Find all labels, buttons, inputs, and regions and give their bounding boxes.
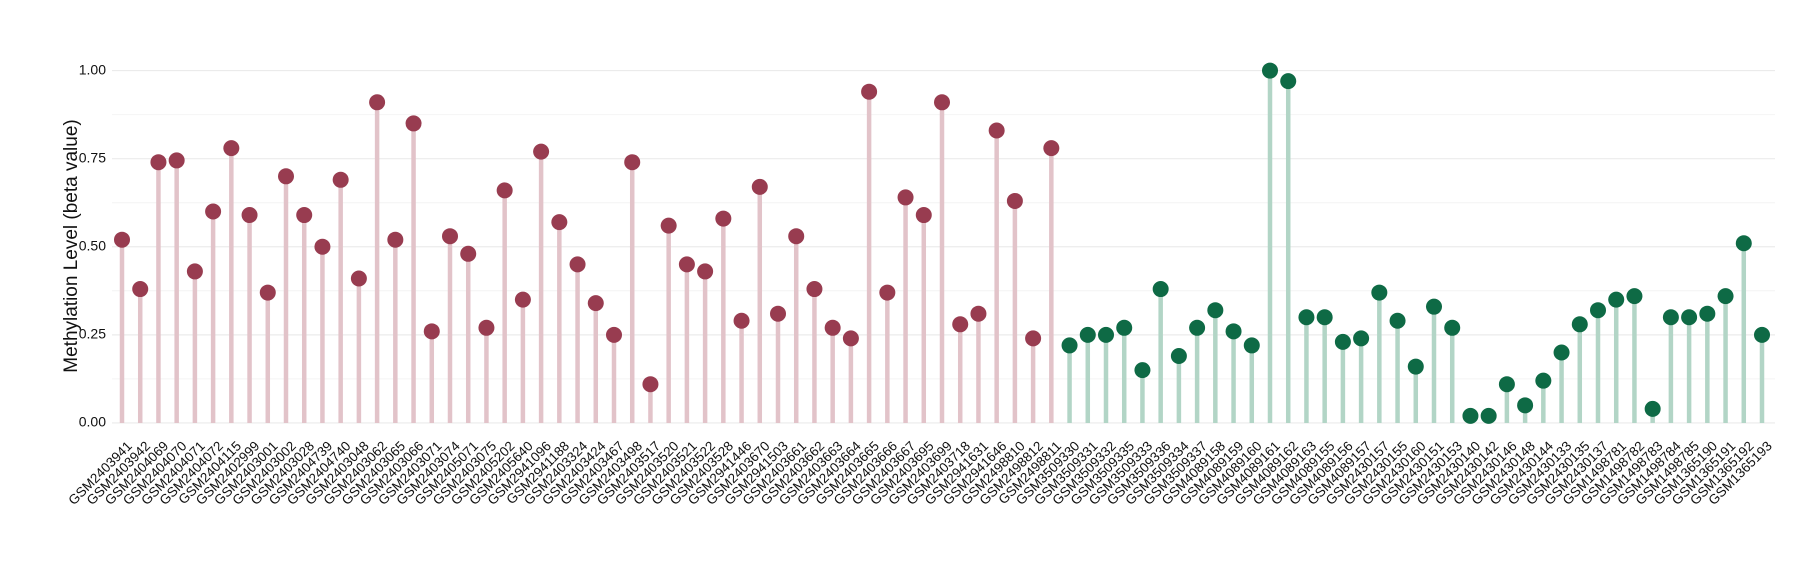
dot [1371,284,1388,301]
dot [569,256,586,273]
y-tick-label: 0.50 [79,237,106,253]
dot [733,312,750,329]
dot [1006,192,1023,209]
dot [1170,348,1187,364]
dot [1662,309,1679,326]
dot [533,143,550,160]
dot [824,319,841,336]
dot [332,171,349,188]
dot [1316,309,1333,326]
dot [897,189,914,206]
dot [387,231,404,248]
dot [697,263,714,280]
dot [1535,372,1552,389]
dot [1735,235,1752,252]
dot [496,182,513,199]
dot [861,83,878,100]
y-tick-label: 1.00 [79,61,106,77]
dot [1043,140,1060,157]
dot [350,270,367,287]
dot [150,154,167,171]
dot [1717,288,1734,305]
dot [186,263,203,280]
dot [952,316,969,333]
dot [1061,337,1078,354]
dot [751,178,768,195]
dot [934,94,950,111]
dot [915,207,932,224]
dot [1389,312,1406,329]
dot [1754,326,1770,343]
dot [1699,305,1716,322]
dot [1608,291,1625,308]
dot [606,326,622,343]
dot [624,154,641,171]
y-tick-label: 0.25 [79,326,106,342]
dot [1189,319,1206,336]
dot [788,228,805,245]
dot [806,281,823,298]
dot [442,228,458,245]
dot [1025,330,1042,347]
dot [1280,73,1297,90]
dot [642,376,659,393]
dot [168,152,185,169]
dot [1426,298,1442,315]
y-axis-title: Methylation Level (beta value) [61,119,82,372]
dot [1116,319,1133,336]
dot [514,291,531,308]
dot [369,94,386,111]
dot [1098,326,1114,343]
dot [1517,397,1534,414]
y-tick-label: 0.00 [79,414,106,430]
dot [1644,400,1661,417]
dot [1553,344,1570,361]
dot [1571,316,1588,333]
dot [1134,362,1151,379]
dot [132,281,149,298]
dot [842,330,859,347]
dot [478,319,495,336]
dot [1444,319,1461,336]
dot [259,284,276,301]
dot [879,284,896,301]
dot [587,295,604,312]
dot [970,305,987,322]
dot [278,168,294,185]
dot [1225,323,1242,340]
dot [405,115,422,132]
dot [1681,309,1698,326]
y-tick-label: 0.75 [79,149,106,165]
dot [1498,376,1515,393]
dot [1626,288,1643,305]
dot [551,214,568,231]
dot [678,256,695,273]
dot [1079,326,1096,343]
dot [241,207,258,224]
dot [423,323,440,340]
dot [1152,281,1169,298]
dot [314,238,331,255]
dot [223,140,240,157]
dot [1407,358,1424,375]
dot [1353,330,1370,347]
dot [1480,407,1497,424]
dot [1207,302,1224,319]
dot [460,245,477,262]
dot [1243,337,1260,354]
dot [1262,62,1278,79]
dot [1298,309,1315,326]
dot [1334,333,1351,350]
dot [715,210,732,227]
dot [114,231,130,248]
dot [770,305,786,322]
dot [205,203,222,220]
dot [988,122,1005,139]
dot [1462,407,1479,424]
dot [1590,302,1606,319]
dot [296,207,313,224]
dot [660,217,677,234]
